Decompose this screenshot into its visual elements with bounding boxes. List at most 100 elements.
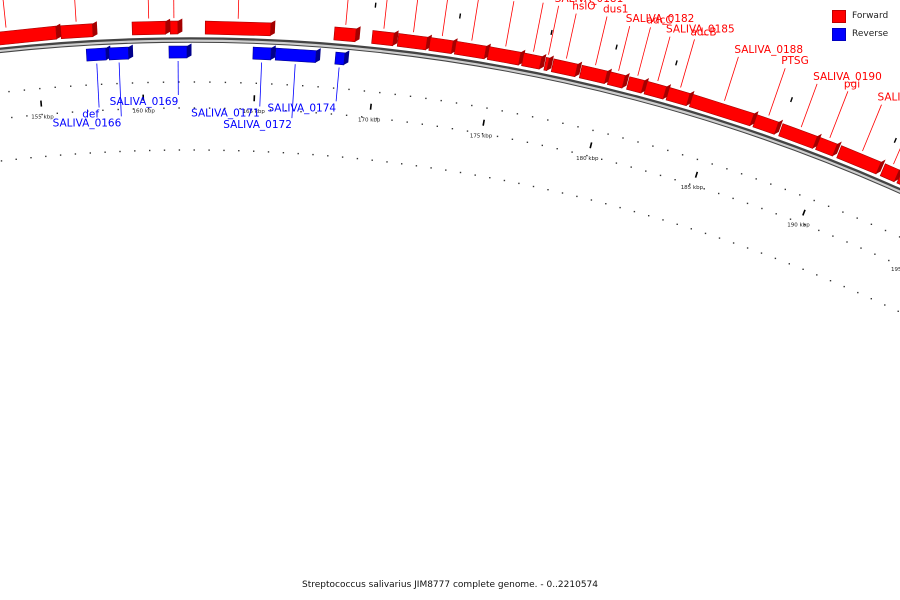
ring-dot bbox=[704, 232, 707, 235]
ring-dot bbox=[178, 81, 180, 83]
gene-label: SALIVA_0181 bbox=[555, 0, 624, 5]
reverse-swatch bbox=[832, 27, 846, 41]
leader-line bbox=[893, 148, 900, 165]
ring-dot bbox=[409, 95, 412, 97]
ring-dot bbox=[327, 155, 329, 157]
ring-dot bbox=[56, 112, 58, 114]
tick-label: 195 kbp bbox=[891, 267, 900, 273]
ring-dot bbox=[690, 228, 692, 230]
ring-dot bbox=[818, 229, 820, 232]
ring-dot bbox=[667, 149, 669, 152]
ring-dot bbox=[394, 93, 396, 96]
ring-dot bbox=[208, 107, 211, 109]
reverse-gene bbox=[274, 47, 317, 63]
leader-line bbox=[566, 13, 577, 59]
ring-dot bbox=[209, 81, 211, 83]
ring-dot bbox=[586, 154, 588, 157]
reverse-gene-side bbox=[315, 48, 321, 63]
gene-label: SALIVA_0188 bbox=[734, 44, 803, 56]
ring-dot bbox=[474, 174, 476, 176]
ring-dot bbox=[59, 154, 62, 156]
forward-gene-side bbox=[622, 73, 630, 89]
ring-dot bbox=[843, 285, 845, 288]
leader-line bbox=[291, 64, 296, 119]
ring-dot bbox=[740, 173, 743, 175]
ring-dot bbox=[774, 257, 777, 260]
forward-gene bbox=[879, 163, 900, 183]
genome-axis-highlight bbox=[0, 39, 900, 193]
ring-dot bbox=[451, 128, 454, 130]
ring-dot bbox=[87, 110, 89, 112]
ring-dot bbox=[870, 298, 872, 300]
leader-line bbox=[237, 0, 240, 19]
ring-dot bbox=[856, 217, 858, 219]
ring-dot bbox=[590, 199, 593, 201]
ring-dot bbox=[676, 223, 678, 225]
ring-dot bbox=[71, 111, 74, 113]
ring-dot bbox=[356, 157, 359, 160]
leader-line bbox=[335, 67, 340, 102]
ring-dot bbox=[89, 152, 91, 154]
ring-dot bbox=[330, 113, 333, 115]
gene-label: SALIVA_0166 bbox=[53, 117, 122, 129]
forward-genes bbox=[0, 18, 900, 185]
ring-dot bbox=[689, 183, 691, 185]
ring-dot bbox=[711, 163, 713, 165]
leader-line bbox=[595, 16, 608, 66]
forward-gene bbox=[836, 145, 882, 175]
gene-label: pgi bbox=[844, 78, 860, 90]
ring-dot bbox=[501, 110, 503, 112]
forward-gene-side bbox=[165, 18, 171, 35]
ring-dot bbox=[547, 189, 549, 191]
ring-dot bbox=[489, 177, 491, 179]
ring-dot bbox=[857, 291, 859, 294]
tick-label: 160 kbp bbox=[132, 109, 155, 115]
ring-dot bbox=[100, 83, 103, 85]
leader-line bbox=[96, 63, 100, 108]
gene-label: hslO bbox=[572, 1, 595, 13]
forward-gene bbox=[543, 57, 550, 72]
ring-dot bbox=[345, 114, 348, 116]
forward-gene-side bbox=[177, 18, 183, 34]
ring-dot bbox=[193, 149, 195, 151]
ring-dot bbox=[746, 247, 749, 249]
feature-mark bbox=[458, 13, 462, 19]
ring-dot bbox=[746, 202, 749, 205]
leader-line bbox=[441, 0, 448, 37]
gene-label: SALIVA_0190 bbox=[813, 71, 882, 83]
ring-dot bbox=[30, 157, 32, 159]
ring-dot bbox=[799, 194, 801, 196]
ring-dot bbox=[832, 235, 834, 237]
forward-gene bbox=[626, 76, 645, 94]
ring-dot bbox=[297, 152, 299, 155]
ring-dot bbox=[703, 188, 705, 190]
ring-dot bbox=[386, 161, 388, 163]
ring-dot bbox=[619, 206, 621, 209]
gene-label: SALIVA_0185 bbox=[666, 24, 735, 36]
ring-dot bbox=[652, 145, 654, 147]
legend-label-forward: Forward bbox=[852, 11, 889, 21]
legend-label-reverse: Reverse bbox=[852, 29, 889, 39]
ring-dot bbox=[466, 130, 469, 132]
ring-dot bbox=[282, 152, 285, 154]
ring-dot bbox=[300, 111, 302, 113]
ring-dot bbox=[556, 148, 558, 150]
gene-label: SALIVA_0174 bbox=[267, 102, 336, 114]
forward-gene bbox=[204, 20, 272, 37]
leader-line bbox=[471, 0, 479, 41]
tick-label: 185 kbp bbox=[681, 185, 704, 191]
ring-dot bbox=[648, 215, 650, 217]
reverse-genes bbox=[85, 43, 350, 66]
ring-dot bbox=[254, 108, 256, 110]
gene-label: SALIVA_0169 bbox=[110, 96, 179, 108]
reverse-gene-side bbox=[343, 50, 350, 65]
ring-dot bbox=[162, 81, 165, 83]
leader-line bbox=[800, 83, 818, 128]
reverse-gene-side bbox=[187, 43, 192, 58]
feature-mark bbox=[893, 137, 897, 143]
ring-dot bbox=[561, 192, 564, 194]
tick-mark bbox=[40, 100, 43, 107]
ring-dot bbox=[269, 109, 272, 111]
ring-dot bbox=[54, 86, 56, 88]
ring-dot bbox=[240, 82, 242, 84]
